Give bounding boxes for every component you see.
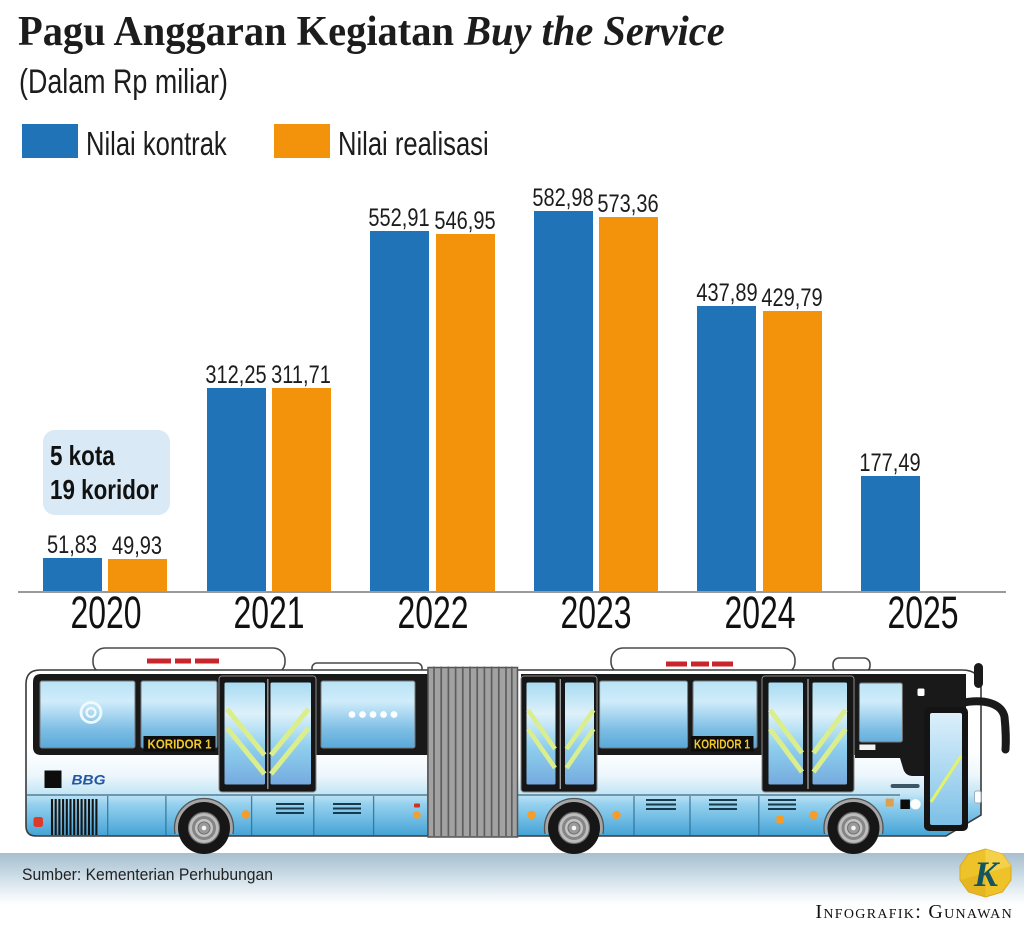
svg-text:K: K xyxy=(973,854,1001,894)
svg-text:BBG: BBG xyxy=(72,772,106,788)
svg-text:KORIDOR 1: KORIDOR 1 xyxy=(694,738,750,752)
svg-text:KORIDOR 1: KORIDOR 1 xyxy=(148,738,212,752)
